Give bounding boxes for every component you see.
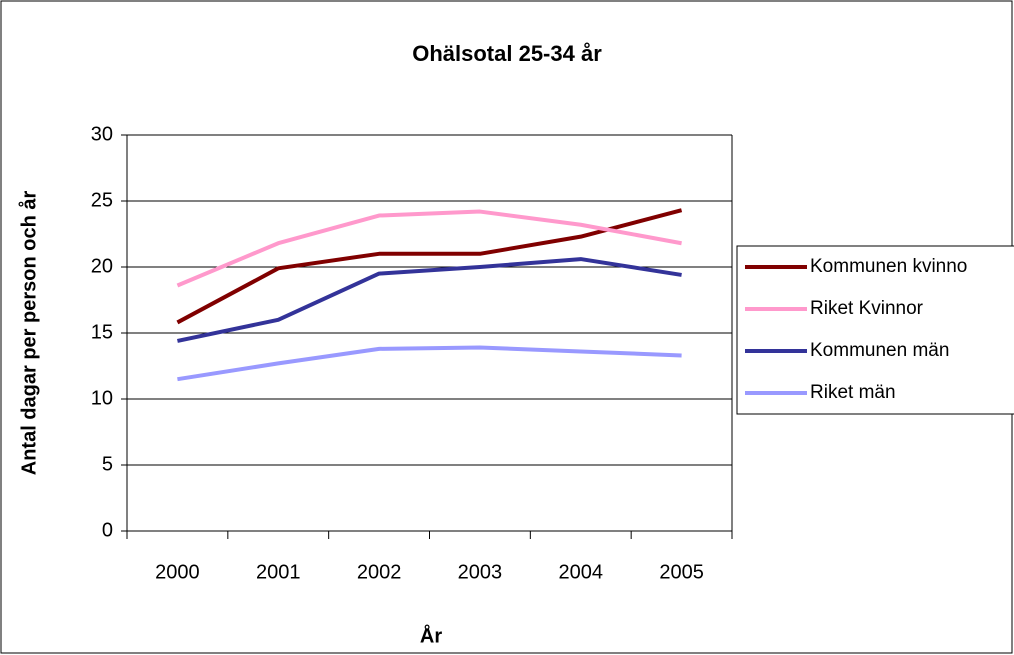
x-tick-label: 2000 bbox=[155, 561, 200, 583]
series-line bbox=[177, 345, 682, 382]
y-tick-label: 20 bbox=[91, 255, 113, 277]
series-line bbox=[176, 208, 683, 325]
y-tick-label: 10 bbox=[91, 387, 113, 409]
y-tick-label: 0 bbox=[102, 519, 113, 541]
y-axis-label: Antal dagar per person och år bbox=[17, 191, 40, 476]
legend-label: Kommunen kvinno bbox=[810, 256, 967, 277]
legend-label: Kommunen män bbox=[810, 340, 949, 361]
y-tick-label: 5 bbox=[102, 453, 113, 475]
x-tick-label: 2004 bbox=[559, 561, 604, 583]
y-tick-label: 15 bbox=[91, 321, 113, 343]
series-line bbox=[177, 257, 682, 343]
x-tick-label: 2001 bbox=[256, 561, 301, 583]
y-tick-label: 30 bbox=[91, 123, 113, 145]
x-tick-label: 2005 bbox=[659, 561, 704, 583]
legend-label: Riket män bbox=[810, 382, 896, 403]
legend-label: Riket Kvinnor bbox=[810, 298, 924, 319]
chart-title: Ohälsotal 25-34 år bbox=[412, 41, 602, 66]
legend-box bbox=[736, 245, 1014, 415]
y-tick-label: 25 bbox=[91, 189, 113, 211]
x-axis-label: År bbox=[420, 623, 442, 647]
x-tick-label: 2002 bbox=[357, 561, 402, 583]
x-tick-label: 2003 bbox=[458, 561, 503, 583]
series-line bbox=[176, 209, 682, 288]
